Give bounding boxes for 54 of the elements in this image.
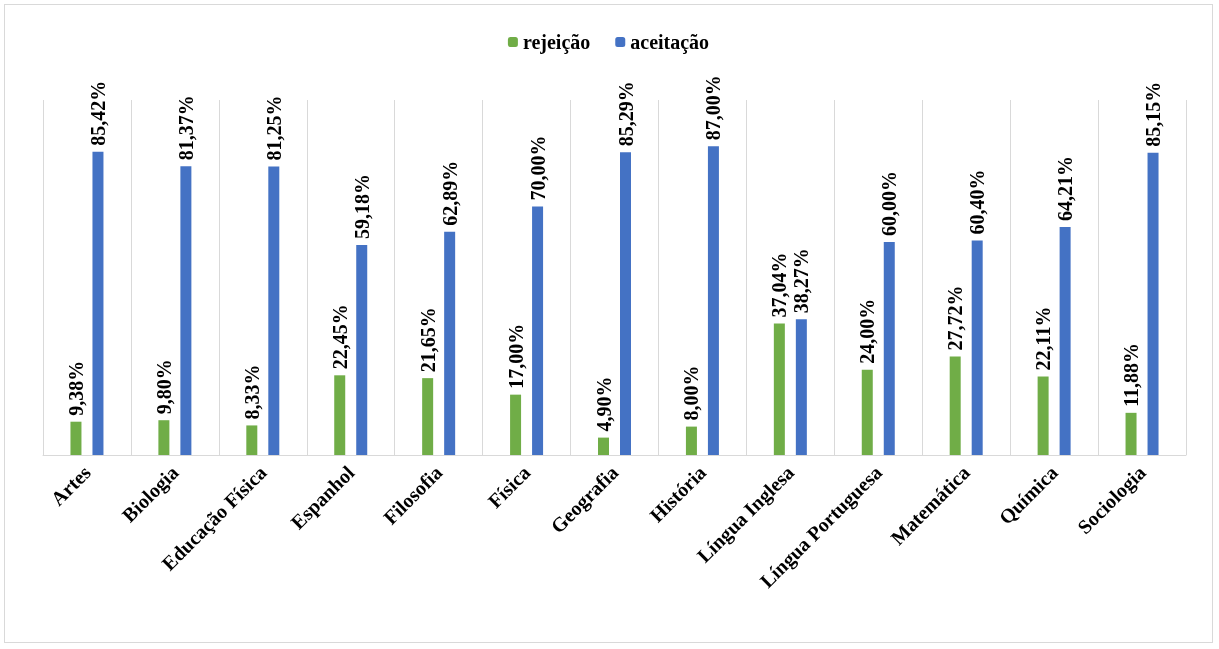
bar [971, 240, 983, 455]
data-label: 21,65% [416, 307, 439, 373]
data-label: 38,27% [790, 248, 813, 314]
data-label: 11,88% [1120, 342, 1143, 407]
bar [883, 242, 895, 455]
bar [795, 319, 807, 455]
bar [1147, 152, 1159, 455]
bar [532, 206, 544, 455]
bar [422, 378, 434, 455]
bar [861, 369, 873, 455]
bar [949, 356, 961, 455]
data-label: 17,00% [504, 323, 527, 389]
data-label: 85,42% [86, 80, 109, 146]
bar [158, 420, 170, 455]
bar [444, 231, 456, 455]
data-label: 70,00% [526, 135, 549, 201]
data-label: 8,33% [240, 364, 263, 420]
bar [180, 166, 192, 455]
data-label: 85,15% [1142, 81, 1165, 147]
data-label: 81,37% [174, 95, 197, 161]
data-label: 85,29% [614, 81, 637, 147]
data-label: 22,11% [1032, 306, 1055, 371]
bar [246, 425, 258, 455]
bar [1059, 227, 1071, 455]
bar [334, 375, 346, 455]
bar [268, 166, 280, 455]
legend-label: aceitação [630, 31, 710, 54]
data-label: 87,00% [702, 75, 725, 141]
bar [685, 426, 697, 455]
bar [773, 323, 785, 455]
legend-label: rejeição [522, 31, 591, 54]
data-label: 81,25% [262, 95, 285, 161]
data-label: 24,00% [856, 298, 879, 364]
bar [92, 151, 104, 455]
data-label: 22,45% [328, 304, 351, 370]
bar [356, 244, 368, 455]
data-label: 9,38% [64, 360, 87, 416]
bar [70, 421, 82, 455]
data-label: 60,40% [966, 169, 989, 235]
bar [707, 146, 719, 455]
data-label: 59,18% [350, 173, 373, 239]
bar [1037, 376, 1049, 455]
data-label: 64,21% [1054, 156, 1077, 222]
bar [510, 394, 522, 455]
data-label: 60,00% [878, 171, 901, 236]
data-label: 37,04% [768, 252, 791, 318]
bar [620, 152, 631, 455]
data-label: 9,80% [152, 359, 175, 415]
data-label: 4,90% [592, 376, 615, 432]
bar [598, 437, 609, 455]
data-label: 27,72% [944, 285, 967, 351]
data-label: 8,00% [680, 365, 703, 421]
bar [1125, 412, 1137, 455]
data-label: 62,89% [438, 160, 461, 226]
